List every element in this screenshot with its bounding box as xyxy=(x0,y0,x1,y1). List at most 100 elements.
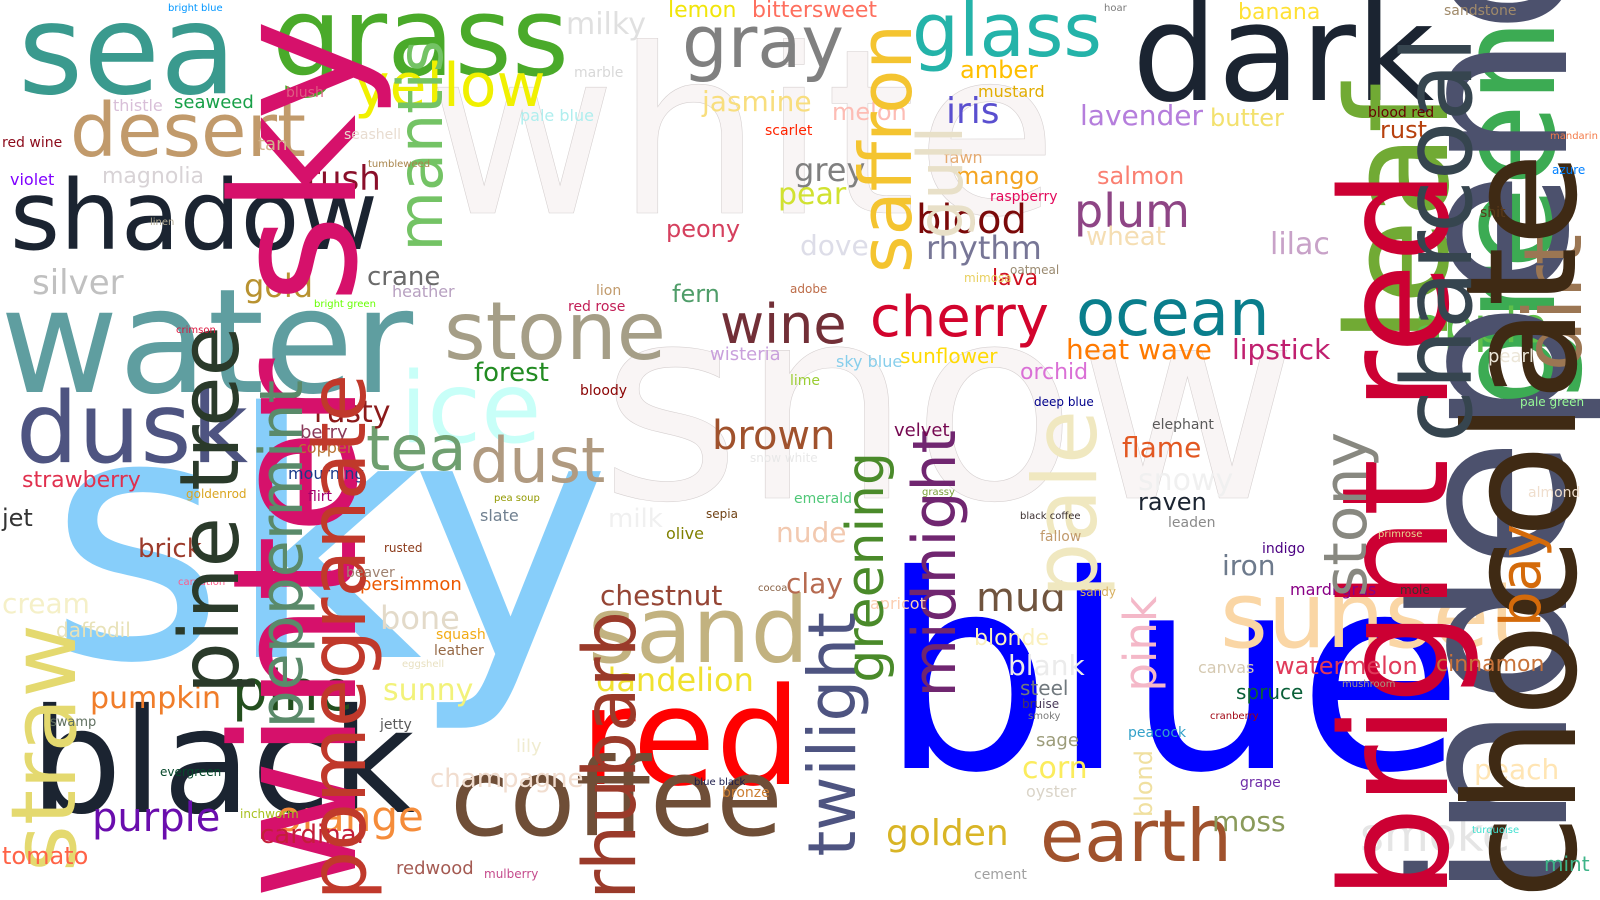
word-midnight: midnight xyxy=(900,430,970,698)
word-pearl: pearl xyxy=(1488,346,1534,367)
word-jet: jet xyxy=(2,504,33,532)
word-lavender: lavender xyxy=(1080,99,1203,132)
word-chestnut: chestnut xyxy=(600,579,723,612)
word-dark: dark xyxy=(1132,0,1435,132)
word-lilac: lilac xyxy=(1270,227,1330,262)
word-tumbleweed: tumbleweed xyxy=(368,159,431,170)
word-plum: plum xyxy=(1074,184,1190,238)
word-amber: amber xyxy=(960,56,1038,84)
word-mardi-gras: mardi gras xyxy=(1290,580,1377,599)
word-cream: cream xyxy=(2,587,90,620)
word-pumpkin: pumpkin xyxy=(90,681,222,716)
word-blue: blue xyxy=(880,517,1464,832)
word-bittersweet: bittersweet xyxy=(752,0,878,23)
word-tomato: tomato xyxy=(2,842,89,870)
word-sunny: sunny xyxy=(383,673,474,708)
word-hoar: hoar xyxy=(1104,3,1127,14)
word-iris: iris xyxy=(946,91,1000,132)
word-apple: apple xyxy=(1414,298,1548,354)
word-lava: lava xyxy=(992,266,1039,291)
word-jasmine: jasmine xyxy=(702,85,812,118)
word-earth: earth xyxy=(1040,794,1232,878)
word-clay: clay xyxy=(786,567,843,600)
word-rusty: rusty xyxy=(314,395,391,430)
word-beaver: beaver xyxy=(346,565,395,581)
word-blonde: blonde xyxy=(974,626,1049,651)
word-tea: tea xyxy=(366,412,467,485)
word-thistle: thistle xyxy=(113,96,163,115)
word-brown: brown xyxy=(712,413,836,459)
word-mango: mango xyxy=(956,162,1040,190)
word-gray: gray xyxy=(682,0,845,84)
word-sand: sand xyxy=(588,577,810,684)
word-iron: iron xyxy=(1222,549,1276,582)
word-crimson: crimson xyxy=(176,325,216,336)
word-primrose: primrose xyxy=(1378,529,1423,540)
word-coffee: coffee xyxy=(450,736,783,861)
word-black: black xyxy=(30,678,415,847)
word-magnolia: magnolia xyxy=(102,164,204,189)
word-shadow: shadow xyxy=(10,160,378,272)
word-leaden: leaden xyxy=(1168,515,1216,531)
word-red-rose: red rose xyxy=(568,299,626,315)
word-snowy: snowy xyxy=(1138,463,1234,498)
word-leather: leather xyxy=(434,643,484,659)
word-flirt: flirt xyxy=(308,489,332,505)
word-heat-wave: heat wave xyxy=(1066,333,1212,366)
word-pear: pear xyxy=(778,177,847,212)
word-pink: pink xyxy=(1114,596,1167,692)
word-cranberry: cranberry xyxy=(1210,711,1259,722)
word-grey: grey xyxy=(794,151,866,189)
word-black-coffee: black coffee xyxy=(1020,511,1081,522)
word-evergreen: evergreen xyxy=(160,765,222,779)
word-ice: ice xyxy=(400,352,542,466)
word-dusk: dusk xyxy=(16,372,249,486)
word-sky-blue: sky blue xyxy=(836,352,903,371)
word-slate: slate xyxy=(480,506,519,525)
word-peacock: peacock xyxy=(1128,725,1187,741)
word-spruce: spruce xyxy=(1236,680,1304,704)
word-indigo: indigo xyxy=(1262,541,1305,557)
word-orchid: orchid xyxy=(1020,360,1089,385)
word-raven: raven xyxy=(1138,488,1207,516)
word-lipstick: lipstick xyxy=(1232,333,1331,366)
word-desert: desert xyxy=(70,88,307,174)
word-sunflower: sunflower xyxy=(900,344,998,368)
word-shit: shit xyxy=(1480,205,1506,221)
word-bay: bay xyxy=(1489,524,1554,628)
word-mustard: mustard xyxy=(978,82,1045,101)
word-rust: rust xyxy=(1380,116,1427,144)
word-turquoise: turquoise xyxy=(1472,825,1520,836)
word-gold: gold xyxy=(244,267,314,305)
word-raspberry: raspberry xyxy=(990,189,1058,205)
word-fallow: fallow xyxy=(1040,529,1082,545)
word-mud: mud xyxy=(976,575,1066,621)
word-heather: heather xyxy=(392,282,455,301)
word-sky: sky xyxy=(48,342,612,738)
word-bright-blue: bright blue xyxy=(168,3,223,14)
word-glass: glass xyxy=(912,0,1102,74)
word-snow: snow xyxy=(600,247,1298,562)
word-mole: mole xyxy=(1400,583,1430,597)
word-cocoa: cocoa xyxy=(758,583,788,594)
word-carnation: carnation xyxy=(178,577,226,588)
word-cinnamon: cinnamon xyxy=(1436,652,1545,677)
word-red-wine: red wine xyxy=(2,135,63,151)
word-mourning: mourning xyxy=(288,464,365,483)
word-forest: forest xyxy=(474,358,549,388)
word-stony: stony xyxy=(1311,432,1381,598)
word-canvas: canvas xyxy=(1198,658,1255,677)
word-wheat: wheat xyxy=(1086,222,1166,252)
word-persimmon: persimmon xyxy=(360,574,462,595)
word-almond: almond xyxy=(1528,485,1581,501)
word-peony: peony xyxy=(666,215,741,243)
word-strawberry: strawberry xyxy=(22,468,141,493)
word-banana: banana xyxy=(1238,0,1321,25)
word-steel: steel xyxy=(1020,676,1069,700)
word-violet: violet xyxy=(10,170,55,189)
word-dust: dust xyxy=(470,424,606,497)
word-lime: lime xyxy=(790,373,821,389)
word-cherry: cherry xyxy=(870,285,1049,350)
word-nude: nude xyxy=(776,516,847,549)
